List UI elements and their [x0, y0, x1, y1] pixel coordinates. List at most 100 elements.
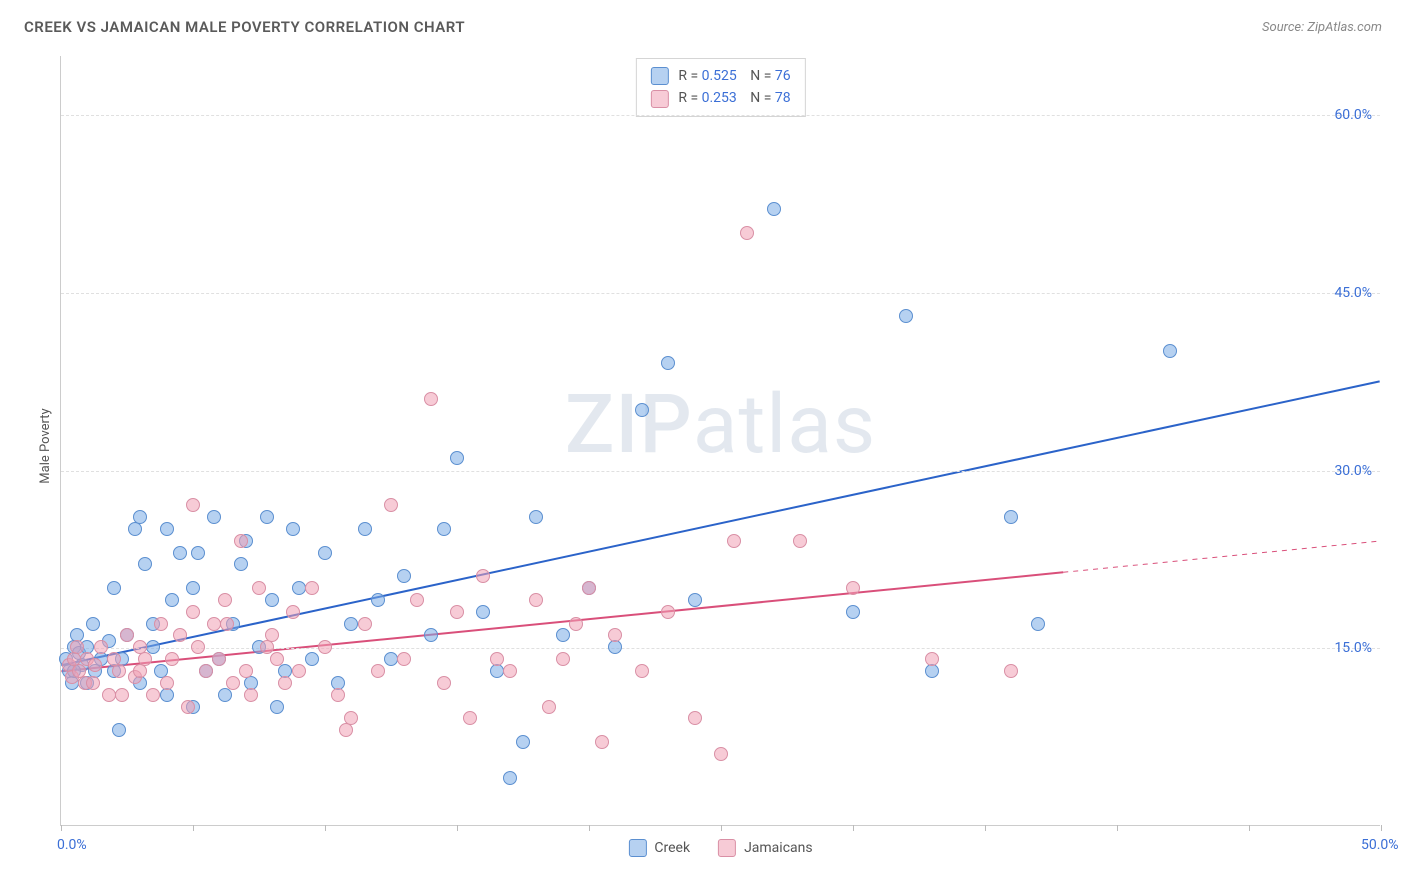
data-point [165, 652, 179, 666]
data-point [286, 522, 300, 536]
data-point [437, 676, 451, 690]
data-point [582, 581, 596, 595]
data-point [154, 617, 168, 631]
x-tick [985, 825, 986, 831]
data-point [688, 593, 702, 607]
data-point [286, 605, 300, 619]
data-point [424, 392, 438, 406]
x-tick [1117, 825, 1118, 831]
data-point [358, 522, 372, 536]
data-point [138, 557, 152, 571]
data-point [397, 569, 411, 583]
data-point [292, 664, 306, 678]
data-point [133, 510, 147, 524]
data-point [191, 546, 205, 560]
x-tick [457, 825, 458, 831]
data-point [138, 652, 152, 666]
data-point [234, 534, 248, 548]
data-point [270, 700, 284, 714]
data-point [727, 534, 741, 548]
trend-lines [61, 56, 1380, 825]
data-point [1031, 617, 1045, 631]
data-point [331, 688, 345, 702]
data-point [120, 628, 134, 642]
data-point [70, 640, 84, 654]
x-tick-label: 0.0% [57, 837, 87, 853]
data-point [371, 664, 385, 678]
data-point [767, 202, 781, 216]
data-point [278, 676, 292, 690]
data-point [344, 617, 358, 631]
data-point [490, 652, 504, 666]
data-point [569, 617, 583, 631]
data-point [102, 688, 116, 702]
data-point [925, 652, 939, 666]
data-point [265, 628, 279, 642]
data-point [793, 534, 807, 548]
data-point [503, 771, 517, 785]
data-point [112, 664, 126, 678]
data-point [218, 593, 232, 607]
y-tick-label: 30.0% [1334, 463, 1382, 479]
data-point [556, 628, 570, 642]
data-point [595, 735, 609, 749]
data-point [529, 510, 543, 524]
data-point [218, 688, 232, 702]
swatch-icon [628, 839, 646, 857]
scatter-plot: ZIPatlas R = 0.525 N = 76 R = 0.253 N = … [60, 56, 1380, 826]
data-point [305, 652, 319, 666]
data-point [239, 664, 253, 678]
data-point [516, 735, 530, 749]
data-point [1004, 664, 1018, 678]
data-point [265, 593, 279, 607]
y-tick-label: 45.0% [1334, 285, 1382, 301]
swatch-icon [718, 839, 736, 857]
data-point [318, 640, 332, 654]
x-tick [325, 825, 326, 831]
source-attribution: Source: ZipAtlas.com [1262, 20, 1382, 35]
data-point [207, 510, 221, 524]
data-point [476, 569, 490, 583]
data-point [1004, 510, 1018, 524]
data-point [384, 498, 398, 512]
x-tick-label: 50.0% [1361, 837, 1399, 853]
data-point [186, 498, 200, 512]
data-point [714, 747, 728, 761]
data-point [112, 723, 126, 737]
series-legend: Creek Jamaicans [628, 839, 812, 857]
gridline [61, 115, 1380, 116]
data-point [186, 581, 200, 595]
data-point [437, 522, 451, 536]
data-point [846, 581, 860, 595]
data-point [173, 546, 187, 560]
swatch-icon [650, 90, 668, 108]
data-point [252, 581, 266, 595]
data-point [529, 593, 543, 607]
data-point [94, 640, 108, 654]
data-point [260, 510, 274, 524]
data-point [688, 711, 702, 725]
data-point [339, 723, 353, 737]
data-point [397, 652, 411, 666]
data-point [318, 546, 332, 560]
data-point [212, 652, 226, 666]
x-tick [853, 825, 854, 831]
data-point [181, 700, 195, 714]
data-point [86, 676, 100, 690]
data-point [160, 522, 174, 536]
x-tick [193, 825, 194, 831]
data-point [107, 581, 121, 595]
y-tick-label: 60.0% [1334, 107, 1382, 123]
data-point [661, 605, 675, 619]
data-point [846, 605, 860, 619]
data-point [226, 676, 240, 690]
data-point [371, 593, 385, 607]
data-point [199, 664, 213, 678]
data-point [186, 605, 200, 619]
stats-row-jamaicans: R = 0.253 N = 78 [650, 87, 790, 109]
data-point [292, 581, 306, 595]
gridline [61, 293, 1380, 294]
stats-legend-box: R = 0.525 N = 76 R = 0.253 N = 78 [635, 58, 805, 117]
data-point [503, 664, 517, 678]
data-point [542, 700, 556, 714]
